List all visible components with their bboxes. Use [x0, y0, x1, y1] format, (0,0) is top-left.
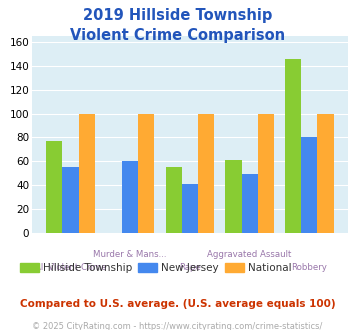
Bar: [198, 114, 214, 233]
Bar: [46, 141, 62, 233]
Bar: [166, 167, 182, 233]
Bar: [301, 138, 317, 233]
Bar: [78, 114, 95, 233]
Bar: [138, 114, 154, 233]
Text: Rape: Rape: [179, 263, 201, 272]
Text: © 2025 CityRating.com - https://www.cityrating.com/crime-statistics/: © 2025 CityRating.com - https://www.city…: [32, 322, 323, 330]
Bar: [122, 161, 138, 233]
Text: Aggravated Assault: Aggravated Assault: [207, 250, 292, 259]
Text: 2019 Hillside Township: 2019 Hillside Township: [83, 8, 272, 23]
Text: All Violent Crime: All Violent Crime: [35, 263, 106, 272]
Bar: [242, 174, 258, 233]
Bar: [62, 167, 78, 233]
Legend: Hillside Township, New Jersey, National: Hillside Township, New Jersey, National: [16, 258, 296, 277]
Text: Robbery: Robbery: [291, 263, 327, 272]
Bar: [317, 114, 334, 233]
Text: Compared to U.S. average. (U.S. average equals 100): Compared to U.S. average. (U.S. average …: [20, 299, 335, 309]
Bar: [225, 160, 242, 233]
Bar: [285, 59, 301, 233]
Bar: [258, 114, 274, 233]
Text: Violent Crime Comparison: Violent Crime Comparison: [70, 28, 285, 43]
Text: Murder & Mans...: Murder & Mans...: [93, 250, 167, 259]
Bar: [182, 184, 198, 233]
